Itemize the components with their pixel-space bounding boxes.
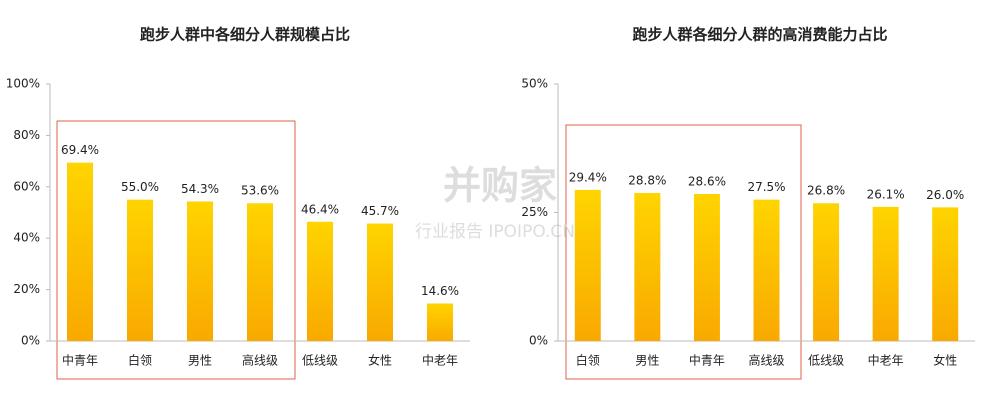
- bar: [574, 189, 601, 341]
- value-label: 26.0%: [926, 188, 964, 202]
- watermark-site: 行业报告 IPOIPO.CN: [415, 222, 575, 242]
- value-label: 55.0%: [121, 180, 159, 194]
- bar: [753, 199, 780, 341]
- y-tick-label: 40%: [13, 231, 40, 245]
- chart-title: 跑步人群中各细分人群规模占比: [140, 26, 350, 44]
- value-label: 26.1%: [867, 187, 905, 201]
- bar: [693, 193, 720, 341]
- y-tick-label: 50%: [521, 77, 548, 91]
- value-label: 45.7%: [361, 204, 399, 218]
- value-label: 69.4%: [61, 143, 99, 157]
- bar: [634, 192, 661, 341]
- x-tick-label: 女性: [933, 353, 957, 368]
- value-label: 26.8%: [807, 184, 845, 198]
- y-tick-label: 0%: [529, 334, 548, 348]
- bar: [367, 223, 393, 341]
- bar: [932, 207, 959, 341]
- value-label: 54.3%: [181, 182, 219, 196]
- x-tick-label: 中青年: [689, 353, 725, 368]
- x-tick-label: 白领: [576, 353, 600, 368]
- value-label: 27.5%: [747, 180, 785, 194]
- x-tick-label: 中老年: [868, 353, 904, 368]
- bar: [307, 221, 333, 341]
- x-tick-label: 中青年: [62, 353, 98, 368]
- bar: [127, 199, 153, 341]
- bar: [187, 201, 213, 341]
- x-tick-label: 女性: [368, 353, 392, 368]
- highlight-box: [56, 120, 296, 380]
- x-tick-label: 低线级: [302, 354, 338, 368]
- x-tick-label: 高线级: [748, 353, 784, 368]
- x-tick-label: 中老年: [422, 353, 458, 368]
- watermark-brand: 并购家: [443, 164, 557, 208]
- y-tick-label: 20%: [13, 282, 40, 296]
- value-label: 46.4%: [301, 202, 339, 216]
- bar: [813, 203, 840, 341]
- bar: [872, 206, 899, 341]
- y-tick-label: 80%: [13, 128, 40, 142]
- value-label: 29.4%: [569, 170, 607, 184]
- x-tick-label: 白领: [128, 353, 152, 368]
- x-tick-label: 低线级: [808, 354, 844, 368]
- value-label: 28.8%: [628, 173, 666, 187]
- y-tick-label: 60%: [13, 179, 40, 193]
- highlight-box: [565, 124, 802, 380]
- bar: [427, 303, 453, 341]
- value-label: 28.6%: [688, 174, 726, 188]
- y-tick-label: 25%: [521, 205, 548, 219]
- value-label: 53.6%: [241, 184, 279, 198]
- x-tick-label: 男性: [635, 354, 659, 368]
- x-tick-label: 高线级: [242, 353, 278, 368]
- bar: [67, 162, 93, 341]
- bar: [247, 203, 273, 341]
- y-tick-label: 100%: [6, 77, 40, 91]
- chart-title: 跑步人群各细分人群的高消费能力占比: [632, 26, 887, 44]
- y-tick-label: 0%: [21, 334, 40, 348]
- value-label: 14.6%: [421, 284, 459, 298]
- x-tick-label: 男性: [188, 354, 212, 368]
